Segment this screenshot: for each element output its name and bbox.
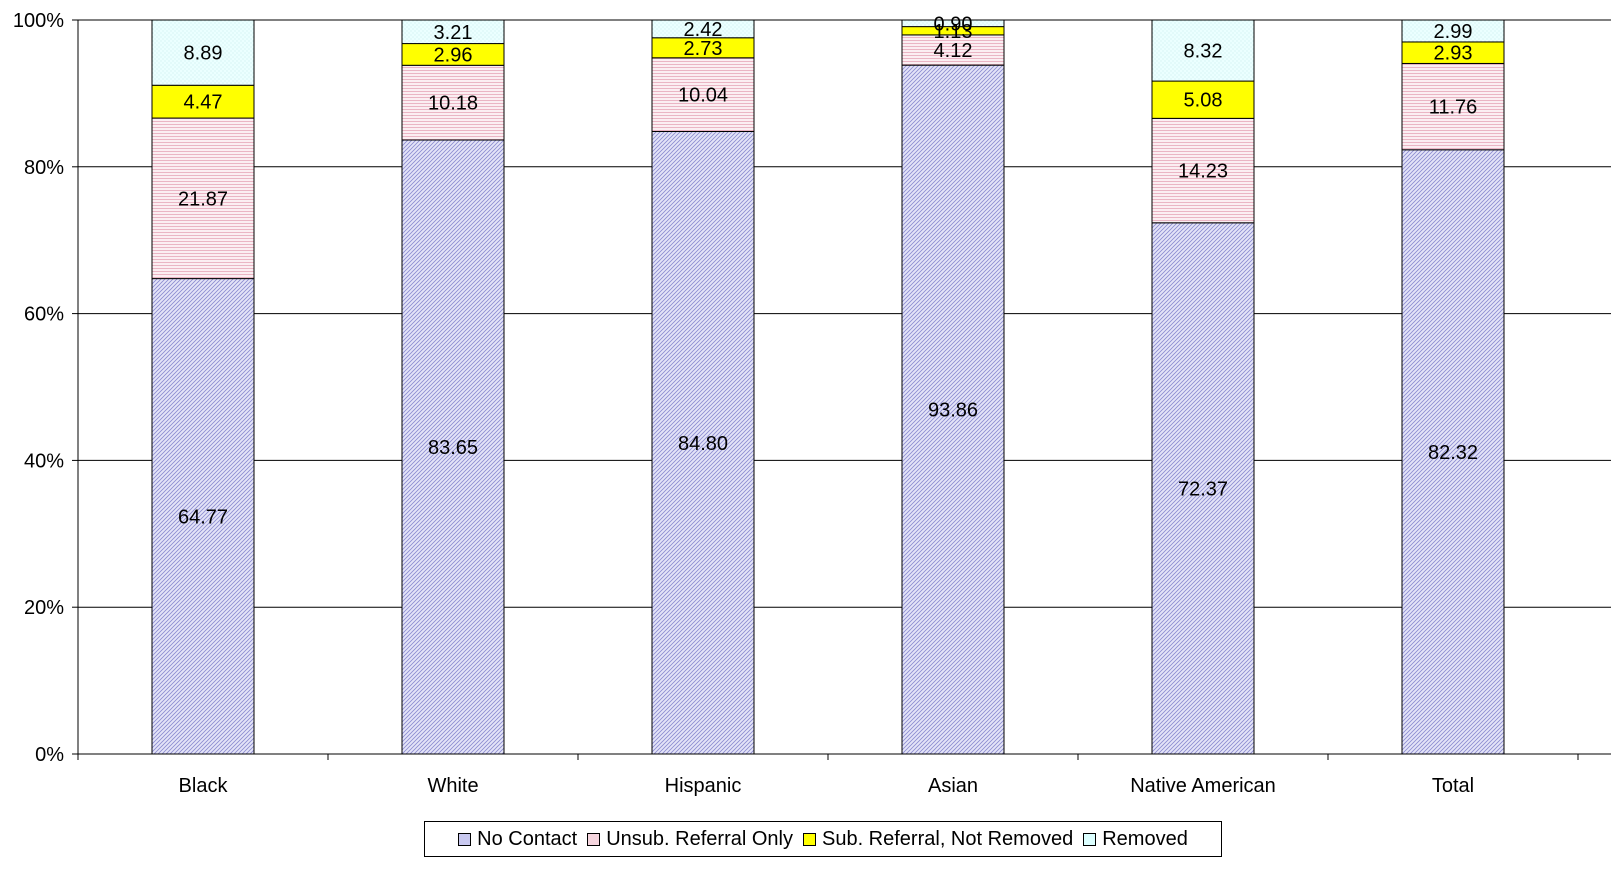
legend-label-unsub-referral: Unsub. Referral Only <box>606 827 793 850</box>
y-tick-label: 60% <box>24 304 64 326</box>
bar-segment <box>1151 222 1255 755</box>
bar-segment <box>901 19 1005 28</box>
bar-segment <box>151 84 255 119</box>
legend-swatch-unsub-referral <box>587 832 601 846</box>
bar-value-label: 2.42 <box>684 19 723 41</box>
bar-value-label: 1.13 <box>934 21 973 43</box>
bar-segment <box>1401 19 1505 43</box>
bar-segment <box>151 19 255 86</box>
bar-value-label: 4.12 <box>934 40 973 62</box>
bar-value-label: 8.89 <box>184 43 223 65</box>
bar-segment <box>1151 19 1255 82</box>
x-tick-label: White <box>427 775 478 797</box>
legend-item-unsub-referral: Unsub. Referral Only <box>587 828 793 851</box>
bar-segment <box>901 64 1005 755</box>
legend-swatch-sub-referral <box>802 832 816 846</box>
x-tick-label: Black <box>179 775 229 797</box>
bar-segment <box>151 117 255 280</box>
bar-value-label: 10.18 <box>428 93 478 115</box>
bar-segment <box>401 64 505 141</box>
bar-value-label: 8.32 <box>1184 41 1223 63</box>
y-tick-label: 80% <box>24 157 64 179</box>
x-tick-label: Native American <box>1130 775 1276 797</box>
bar-value-label: 93.86 <box>928 400 978 422</box>
legend-swatch-removed <box>1083 832 1097 846</box>
bar-value-label: 2.93 <box>1434 43 1473 65</box>
y-tick-label: 100% <box>13 10 64 32</box>
bar-segment <box>151 278 255 755</box>
bar-segment <box>651 19 755 39</box>
bar-value-label: 4.47 <box>184 92 223 114</box>
bar-segment <box>401 19 505 45</box>
bar-segment <box>651 57 755 133</box>
bar-value-label: 84.80 <box>678 433 728 455</box>
legend-label-sub-referral: Sub. Referral, Not Removed <box>821 827 1074 850</box>
x-tick-label: Hispanic <box>665 775 742 797</box>
bar-segment <box>1151 117 1255 224</box>
x-tick-label: Asian <box>928 775 978 797</box>
y-tick-label: 20% <box>24 597 64 619</box>
legend-swatch-no-contact <box>458 832 472 846</box>
bar-value-label: 0.90 <box>934 13 973 35</box>
y-tick-label: 40% <box>24 450 64 472</box>
y-tick-label: 0% <box>35 744 64 766</box>
legend-label-removed: Removed <box>1102 827 1188 850</box>
bar-value-label: 2.96 <box>434 44 473 66</box>
bar-value-label: 2.99 <box>1434 21 1473 43</box>
bar-segment <box>651 131 755 755</box>
legend-item-sub-referral: Sub. Referral, Not Removed <box>802 827 1074 851</box>
legend-item-no-contact: No Contact <box>458 828 577 851</box>
bar-segment <box>401 139 505 755</box>
bar-segment <box>1401 149 1505 755</box>
x-tick-label: Total <box>1432 775 1474 797</box>
bar-value-label: 10.04 <box>678 85 728 107</box>
bar-value-label: 14.23 <box>1178 161 1228 183</box>
bar-segment <box>1151 80 1255 119</box>
bar-value-label: 5.08 <box>1184 90 1223 112</box>
bar-segment <box>1401 62 1505 151</box>
bar-value-label: 3.21 <box>434 22 473 44</box>
bar-value-label: 82.32 <box>1428 442 1478 464</box>
bar-value-label: 2.73 <box>684 38 723 60</box>
bar-segment <box>901 34 1005 66</box>
bar-value-label: 64.77 <box>178 506 228 528</box>
chart-legend: No Contact Unsub. Referral Only Sub. Ref… <box>424 821 1222 857</box>
bar-value-label: 11.76 <box>1429 97 1478 119</box>
bar-value-label: 21.87 <box>178 188 228 210</box>
legend-item-removed: Removed <box>1083 828 1188 851</box>
bar-value-label: 72.37 <box>1178 478 1228 500</box>
legend-label-no-contact: No Contact <box>477 827 578 850</box>
bar-value-label: 83.65 <box>428 437 478 459</box>
